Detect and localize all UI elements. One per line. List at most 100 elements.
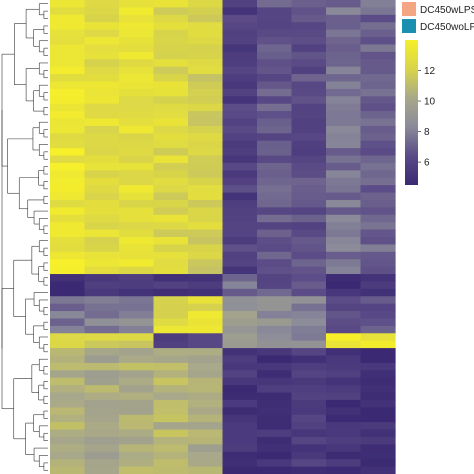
heatmap-cell [84,148,120,157]
heatmap-cell [84,348,120,357]
heatmap-cell [153,399,189,408]
heatmap-cell [188,170,224,179]
heatmap-cell [360,22,396,31]
heatmap-cell [222,318,258,327]
heatmap-cell [153,237,189,246]
heatmap-cell [360,125,396,134]
heatmap-cell [119,362,155,371]
heatmap-cell [188,155,224,164]
heatmap-cell [188,229,224,238]
heatmap-cell [326,274,362,283]
heatmap-cell [291,0,327,9]
heatmap-cell [326,199,362,208]
heatmap-cell [50,118,86,127]
heatmap-cell [153,14,189,23]
heatmap-cell [50,103,86,112]
heatmap-cell [153,436,189,445]
heatmap-cell [153,362,189,371]
heatmap-cell [291,207,327,216]
heatmap-cell [360,399,396,408]
heatmap-cell [84,429,120,438]
heatmap-cell [50,414,86,423]
heatmap-cell [50,170,86,179]
heatmap-cell [257,266,293,275]
heatmap-cell [84,155,120,164]
heatmap-cell [50,429,86,438]
heatmap-cell [360,377,396,386]
heatmap-cell [119,199,155,208]
heatmap-cell [188,444,224,453]
heatmap-cell [188,59,224,68]
heatmap-cell [257,355,293,364]
heatmap-cell [291,340,327,349]
heatmap-cell [222,133,258,142]
heatmap-cell [326,14,362,23]
heatmap-cell [153,303,189,312]
heatmap-cell [360,51,396,60]
heatmap-cell [222,74,258,83]
heatmap-cell [326,288,362,297]
heatmap-cell [326,259,362,268]
heatmap-cell [257,237,293,246]
heatmap-cell [326,88,362,97]
heatmap-cell [188,199,224,208]
heatmap-cell [188,185,224,194]
heatmap-cell [50,303,86,312]
heatmap-cell [326,296,362,305]
heatmap-cell [50,88,86,97]
heatmap-cell [84,214,120,223]
heatmap-cell [84,244,120,253]
heatmap-cell [291,259,327,268]
heatmap-cell [188,370,224,379]
heatmap-cell [153,296,189,305]
heatmap-cell [291,355,327,364]
heatmap-cell [50,251,86,260]
heatmap-cell [326,118,362,127]
heatmap-cell [84,74,120,83]
heatmap-cell [119,244,155,253]
heatmap-cell [188,244,224,253]
heatmap-cell [50,66,86,75]
heatmap-cell [222,385,258,394]
heatmap-cell [257,125,293,134]
heatmap-cell [84,133,120,142]
heatmap-cell [119,37,155,46]
heatmap-cell [222,436,258,445]
heatmap-cell [291,311,327,320]
heatmap-cell [153,51,189,60]
heatmap-cell [222,222,258,231]
heatmap-cell [84,177,120,186]
heatmap-cell [50,259,86,268]
heatmap-cell [360,288,396,297]
heatmap-cell [119,392,155,401]
heatmap-cell [119,444,155,453]
heatmap-cell [360,244,396,253]
heatmap-cell [153,185,189,194]
heatmap-cell [153,207,189,216]
heatmap-cell [291,96,327,105]
heatmap-cell [222,66,258,75]
heatmap-cell [188,266,224,275]
heatmap-cell [291,81,327,90]
heatmap-cell [50,237,86,246]
heatmap-cell [119,414,155,423]
heatmap-cell [84,436,120,445]
colorbar-tick-label: 8 [424,127,430,138]
heatmap-cell [84,140,120,149]
heatmap-cell [119,296,155,305]
heatmap-cell [222,125,258,134]
heatmap-cell [222,192,258,201]
heatmap-cell [188,222,224,231]
heatmap-cell [257,199,293,208]
heatmap-cell [326,362,362,371]
heatmap-cell [84,111,120,120]
heatmap-cell [222,266,258,275]
heatmap-cell [257,155,293,164]
heatmap-cell [291,111,327,120]
heatmap-cell [153,88,189,97]
heatmap-cell [84,385,120,394]
heatmap-cell [326,125,362,134]
heatmap-cell [84,325,120,334]
heatmap-cell [188,66,224,75]
heatmap-cell [360,459,396,468]
